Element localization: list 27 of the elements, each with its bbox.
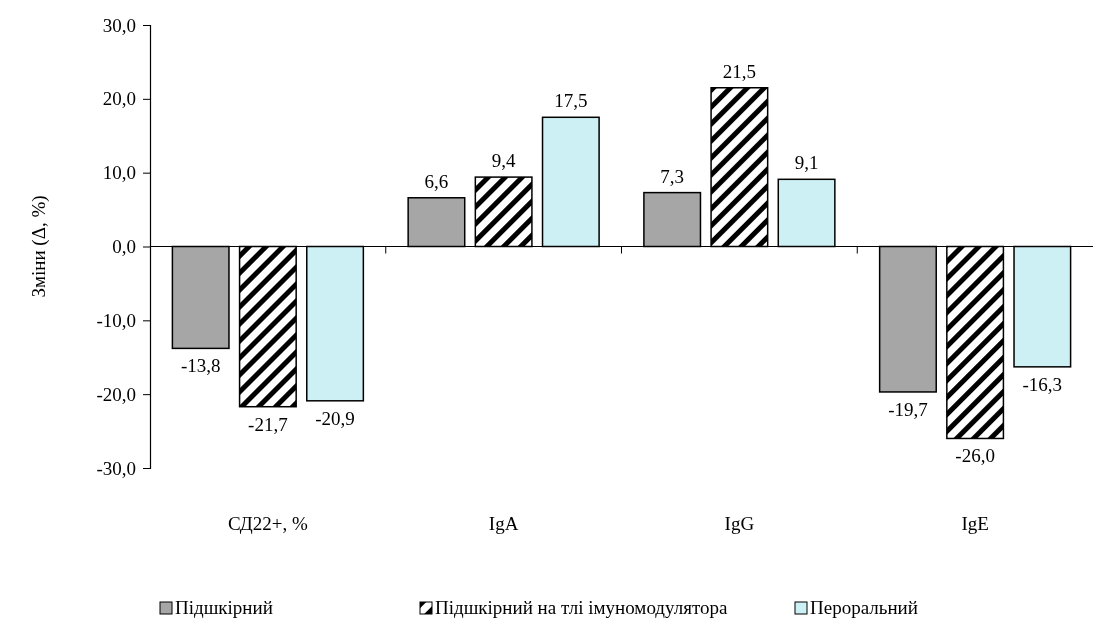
y-tick-label: 30,0 xyxy=(102,14,136,36)
data-label: 17,5 xyxy=(554,90,588,112)
x-tick-label: IgA xyxy=(488,513,519,534)
data-label: 6,6 xyxy=(424,170,449,192)
x-tick-label: IgE xyxy=(961,513,989,534)
data-label: -26,0 xyxy=(955,445,995,467)
y-tick-label: 0,0 xyxy=(112,236,136,258)
y-tick-label: 10,0 xyxy=(102,162,136,184)
data-label: 7,3 xyxy=(660,165,685,187)
data-label: 21,5 xyxy=(722,60,756,82)
legend-label: Підшкірний на тлі імуномодулятора xyxy=(435,597,728,618)
data-label: -16,3 xyxy=(1022,373,1063,395)
data-label: 9,4 xyxy=(491,150,516,172)
y-axis-title: Зміни (Δ, %) xyxy=(28,195,50,298)
y-tick-label: 20,0 xyxy=(102,88,136,110)
data-label: -13,8 xyxy=(180,355,221,377)
legend-label: Пероральний xyxy=(810,597,918,618)
y-tick-label: -30,0 xyxy=(96,457,136,479)
legend-label: Підшкірний xyxy=(175,597,273,618)
data-label: -21,7 xyxy=(248,413,288,435)
data-label: -20,9 xyxy=(315,407,355,429)
data-label: -19,7 xyxy=(888,398,928,420)
y-tick-label: -20,0 xyxy=(96,383,136,405)
x-tick-label: IgG xyxy=(724,513,755,534)
data-label: 9,1 xyxy=(794,152,819,174)
y-tick-label: -10,0 xyxy=(96,309,136,331)
x-tick-label: СД22+, % xyxy=(228,513,308,534)
